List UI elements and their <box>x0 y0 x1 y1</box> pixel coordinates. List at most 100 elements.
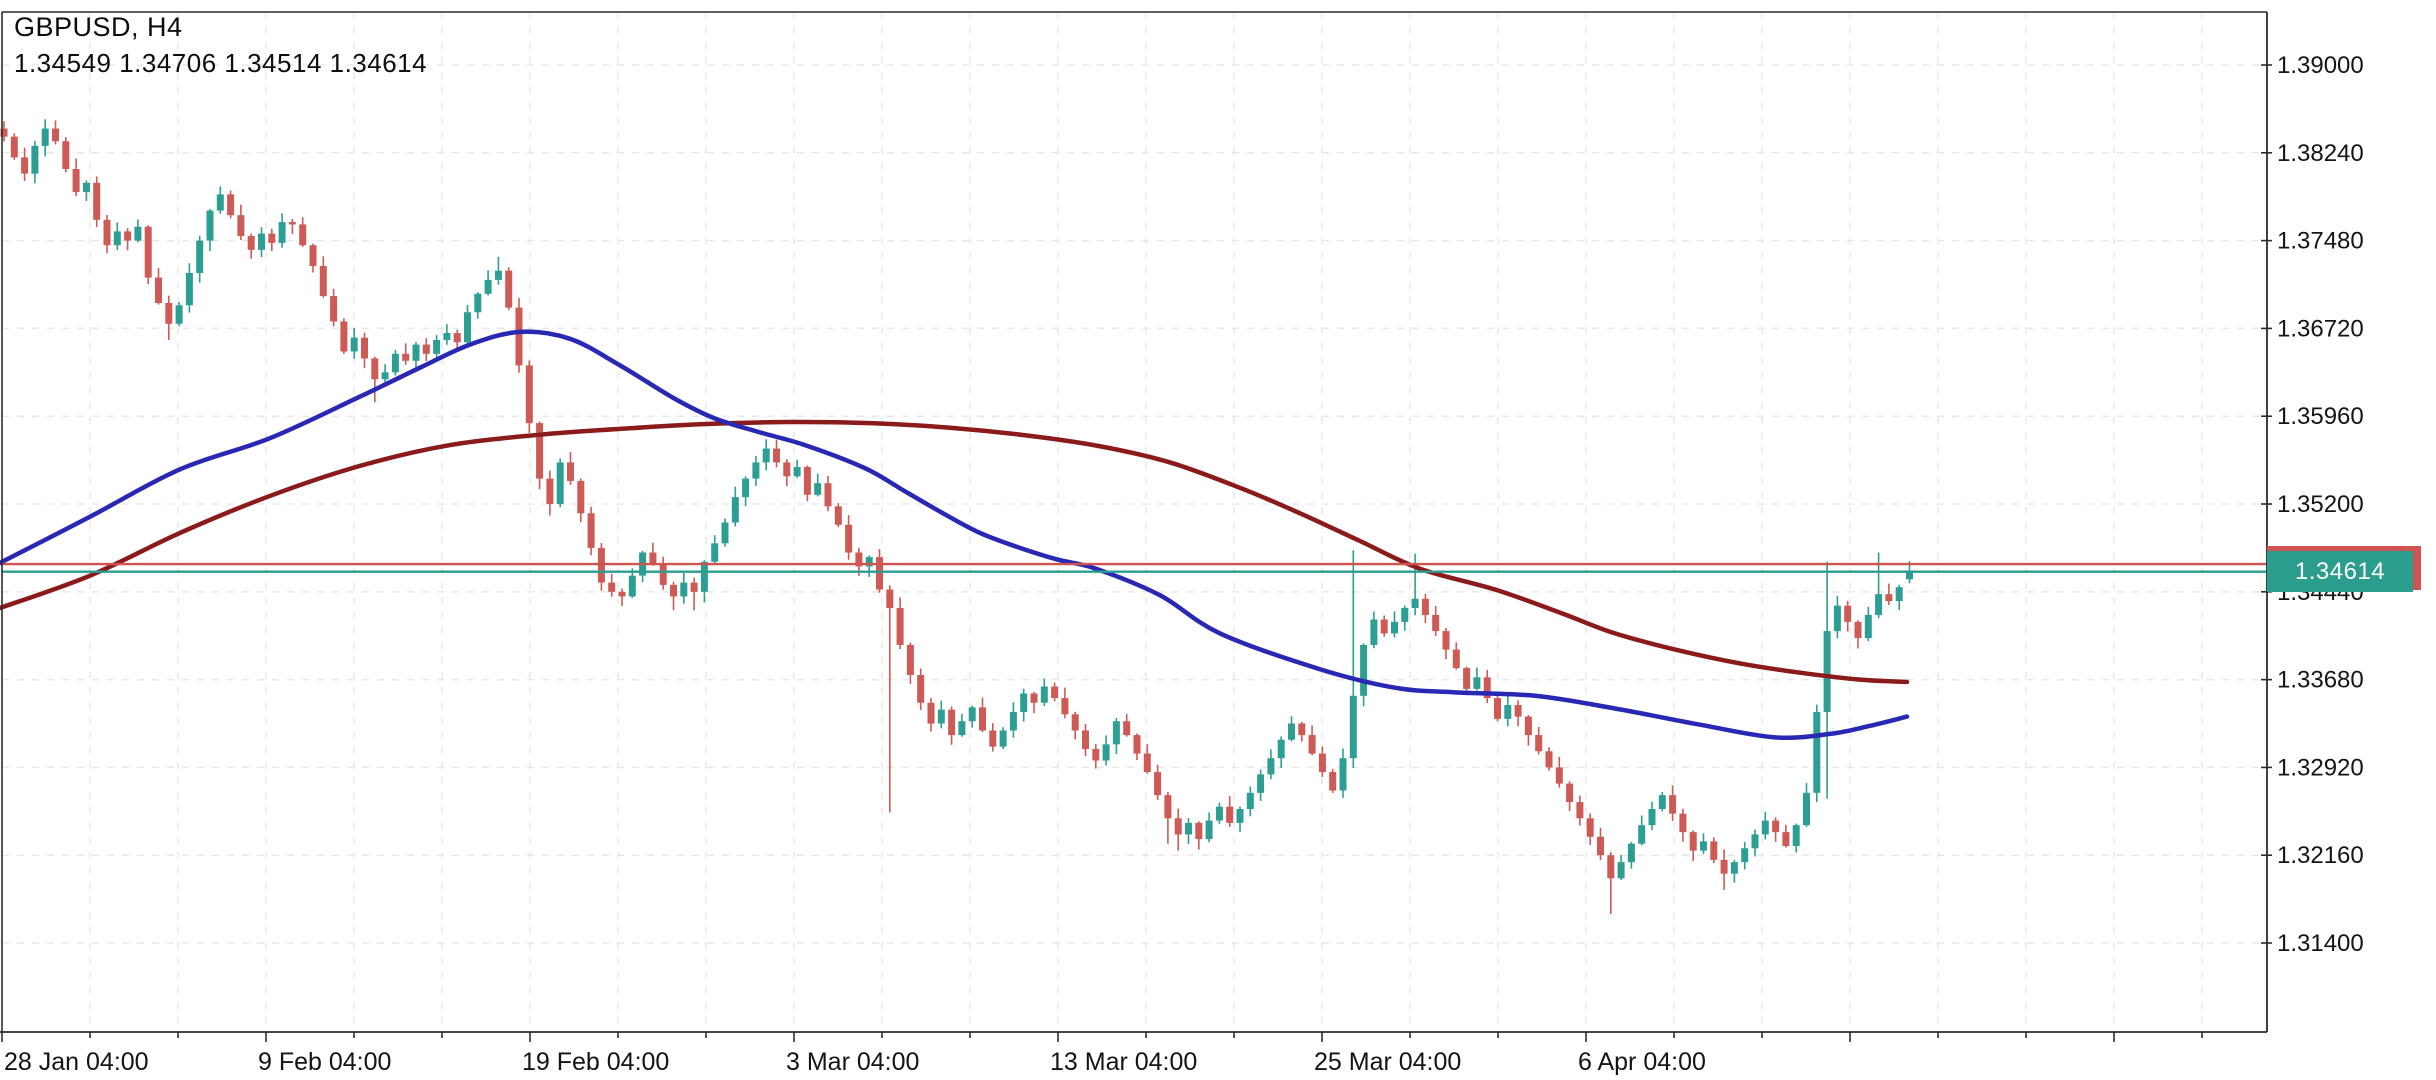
current-price-badge: 1.34614 <box>2267 551 2413 592</box>
time-axis-label: 13 Mar 04:00 <box>1050 1048 1197 1076</box>
candle-body <box>1082 730 1089 749</box>
candle-body <box>113 231 121 246</box>
candle-body <box>1741 848 1749 863</box>
price-axis-label: 1.32160 <box>2277 842 2364 869</box>
candle-body <box>1051 686 1059 699</box>
candle-body <box>1123 721 1131 736</box>
candle-body <box>1442 631 1450 650</box>
price-axis-label: 1.36720 <box>2277 315 2364 342</box>
candle-body <box>484 279 492 294</box>
candle-body <box>278 222 286 243</box>
candle-body <box>1061 698 1069 715</box>
candle-body <box>391 353 399 373</box>
candle-body <box>1689 832 1697 851</box>
candle-body <box>618 591 626 597</box>
candle-body <box>1298 723 1306 736</box>
candle-body <box>350 337 358 352</box>
candle-body <box>62 141 70 169</box>
candle-body <box>773 448 780 463</box>
candle-body <box>93 182 101 220</box>
candle-body <box>762 448 770 463</box>
candle-body <box>21 157 29 174</box>
candle-body <box>1267 758 1275 775</box>
candle-body <box>1679 813 1687 833</box>
candle-body <box>1494 698 1501 719</box>
candle-body <box>1782 832 1790 846</box>
candle-body <box>1421 598 1429 615</box>
candle-body <box>1185 822 1192 835</box>
candle-body <box>1576 802 1584 819</box>
candle-body <box>1813 711 1821 793</box>
candle-body <box>824 483 832 507</box>
ma-slow-line <box>0 419 1910 685</box>
candle-body <box>247 235 255 250</box>
ma-fast-line <box>0 329 1910 741</box>
candle-body <box>958 721 966 736</box>
candle-body <box>216 194 224 211</box>
candle-body <box>206 210 214 241</box>
candle-body <box>464 312 471 343</box>
candle-body <box>361 337 368 359</box>
candle-body <box>989 730 997 747</box>
candle-body <box>999 730 1007 747</box>
candle-body <box>412 344 420 361</box>
candle-body <box>1648 809 1656 826</box>
candle-body <box>1205 820 1213 840</box>
candle-body <box>1112 721 1120 745</box>
price-axis-label: 1.38240 <box>2277 140 2364 167</box>
candle-body <box>1906 571 1913 580</box>
candle-body <box>1463 668 1471 689</box>
time-axis-label: 28 Jan 04:00 <box>4 1048 149 1076</box>
price-axis-label: 1.33680 <box>2277 667 2364 694</box>
candle-body <box>433 339 441 354</box>
candle-body <box>1669 795 1677 814</box>
price-axis-label: 1.37480 <box>2277 228 2364 255</box>
candle-body <box>845 524 853 553</box>
candle-body <box>628 575 636 597</box>
candle-body <box>1885 594 1893 602</box>
candle-body <box>1092 748 1100 761</box>
candle-body <box>865 557 873 567</box>
ask-price-badge: 1.34614 <box>2267 546 2421 592</box>
candle-body <box>1277 739 1285 759</box>
price-axis-label: 1.32920 <box>2277 754 2364 781</box>
time-axis-label: 19 Feb 04:00 <box>522 1048 669 1076</box>
candle-body <box>670 584 677 597</box>
candle-body <box>742 478 750 498</box>
candle-body <box>1360 644 1368 696</box>
candle-body <box>793 467 801 477</box>
candle-body <box>1133 735 1141 754</box>
candle-body <box>443 333 451 340</box>
candle-body <box>340 321 348 352</box>
candle-body <box>1391 621 1398 634</box>
candle-body <box>1854 621 1862 639</box>
candle-body <box>1597 836 1604 856</box>
candle-body <box>649 552 657 565</box>
candle-body <box>124 231 132 241</box>
candle-body <box>855 552 863 567</box>
candle-body <box>1318 753 1326 773</box>
candle-body <box>556 462 564 505</box>
candle-body <box>1555 767 1563 784</box>
candle-body <box>1658 795 1666 810</box>
candle-body <box>1164 795 1172 819</box>
candle-body <box>1833 605 1841 632</box>
candle-body <box>1772 820 1780 833</box>
candle-body <box>536 423 544 479</box>
candle-body <box>721 522 729 544</box>
candle-body <box>196 240 204 273</box>
candle-body <box>1710 841 1718 860</box>
candle-body <box>1401 607 1409 622</box>
candle-body <box>381 372 389 380</box>
candle-body <box>906 644 914 675</box>
candle-body <box>577 480 585 514</box>
candle-body <box>319 266 327 297</box>
candle-body <box>917 674 925 703</box>
candle-body <box>1730 862 1738 874</box>
candle-body <box>1524 716 1532 736</box>
candle-body <box>1617 862 1625 879</box>
candle-body <box>330 296 338 322</box>
candle-body <box>1329 772 1337 791</box>
